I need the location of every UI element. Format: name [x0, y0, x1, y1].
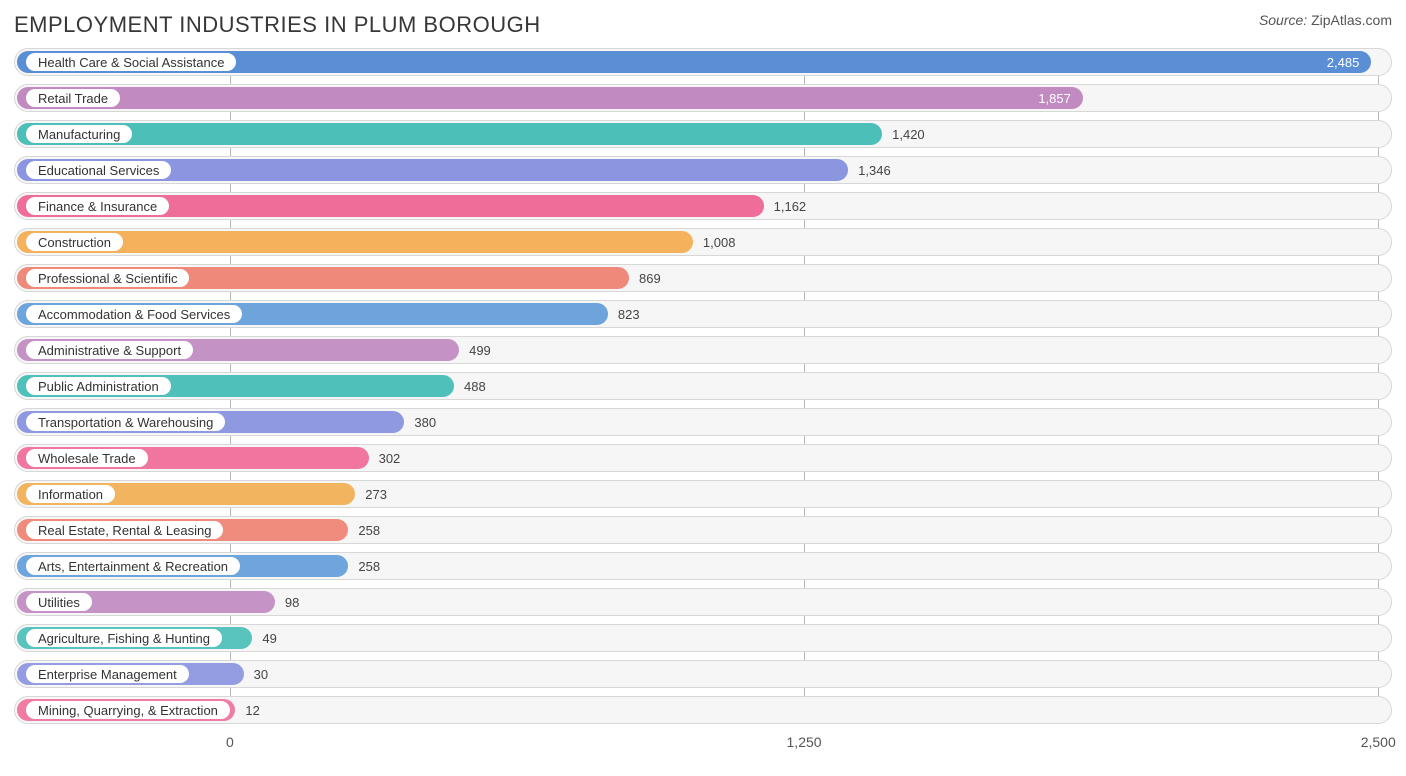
bar-value-label: 1,008: [703, 228, 736, 256]
bar-value-label: 258: [358, 516, 380, 544]
chart-area: Health Care & Social Assistance 2,485 Reta…: [14, 48, 1392, 756]
bar-value-label: 98: [285, 588, 299, 616]
bar-category-label: Wholesale Trade: [26, 449, 148, 467]
bar-value-label: 488: [464, 372, 486, 400]
bar-category-label: Utilities: [26, 593, 92, 611]
bar: [17, 87, 1083, 109]
bar-value-label: 258: [358, 552, 380, 580]
bar-category-label: Arts, Entertainment & Recreation: [26, 557, 240, 575]
bar-row: Health Care & Social Assistance 2,485: [14, 48, 1392, 76]
bar-value-label: 1,346: [858, 156, 891, 184]
bar-category-label: Health Care & Social Assistance: [26, 53, 236, 71]
bar-category-label: Professional & Scientific: [26, 269, 189, 287]
bar-row: Finance & Insurance 1,162: [14, 192, 1392, 220]
bar-category-label: Transportation & Warehousing: [26, 413, 225, 431]
bar-row: Retail Trade 1,857: [14, 84, 1392, 112]
bar-value-label: 380: [414, 408, 436, 436]
chart-source: Source: ZipAtlas.com: [1259, 12, 1392, 28]
bar-row: Professional & Scientific 869: [14, 264, 1392, 292]
chart-plot: Health Care & Social Assistance 2,485 Reta…: [14, 48, 1392, 724]
x-axis: 01,2502,500: [14, 732, 1392, 756]
bar-row: Enterprise Management 30: [14, 660, 1392, 688]
bar-value-label: 49: [262, 624, 276, 652]
chart-title: EMPLOYMENT INDUSTRIES IN PLUM BOROUGH: [14, 12, 541, 38]
bar-category-label: Real Estate, Rental & Leasing: [26, 521, 223, 539]
bar-category-label: Retail Trade: [26, 89, 120, 107]
bar-row: Real Estate, Rental & Leasing 258: [14, 516, 1392, 544]
bar-row: Utilities 98: [14, 588, 1392, 616]
bar-row: Administrative & Support 499: [14, 336, 1392, 364]
bar-value-label: 869: [639, 264, 661, 292]
bar-row: Transportation & Warehousing 380: [14, 408, 1392, 436]
bar-value-label: 12: [245, 696, 259, 724]
bar-value-label: 273: [365, 480, 387, 508]
bar-category-label: Enterprise Management: [26, 665, 189, 683]
bar-category-label: Accommodation & Food Services: [26, 305, 242, 323]
bar-category-label: Information: [26, 485, 115, 503]
bar-category-label: Manufacturing: [26, 125, 132, 143]
bar-value-label: 1,162: [774, 192, 807, 220]
bar-category-label: Construction: [26, 233, 123, 251]
bar-row: Accommodation & Food Services 823: [14, 300, 1392, 328]
bar-category-label: Finance & Insurance: [26, 197, 169, 215]
bar-category-label: Mining, Quarrying, & Extraction: [26, 701, 230, 719]
bar-value-label: 2,485: [1327, 48, 1360, 76]
bar: [17, 123, 882, 145]
x-tick: 0: [226, 734, 234, 750]
bar-row: Manufacturing 1,420: [14, 120, 1392, 148]
bar-value-label: 823: [618, 300, 640, 328]
bar-row: Wholesale Trade 302: [14, 444, 1392, 472]
bar-row: Arts, Entertainment & Recreation 258: [14, 552, 1392, 580]
bar-value-label: 302: [379, 444, 401, 472]
x-tick: 1,250: [787, 734, 822, 750]
x-tick: 2,500: [1361, 734, 1396, 750]
bar-row: Mining, Quarrying, & Extraction 12: [14, 696, 1392, 724]
chart-header: EMPLOYMENT INDUSTRIES IN PLUM BOROUGH So…: [14, 12, 1392, 38]
bar-category-label: Administrative & Support: [26, 341, 193, 359]
bar-value-label: 30: [254, 660, 268, 688]
source-value: ZipAtlas.com: [1311, 12, 1392, 28]
bar-category-label: Educational Services: [26, 161, 171, 179]
bar-row: Public Administration 488: [14, 372, 1392, 400]
bar-value-label: 499: [469, 336, 491, 364]
bar-row: Information 273: [14, 480, 1392, 508]
bar-category-label: Agriculture, Fishing & Hunting: [26, 629, 222, 647]
bar-category-label: Public Administration: [26, 377, 171, 395]
bar-row: Educational Services 1,346: [14, 156, 1392, 184]
source-label: Source:: [1259, 12, 1307, 28]
bar-value-label: 1,420: [892, 120, 925, 148]
bar-row: Agriculture, Fishing & Hunting 49: [14, 624, 1392, 652]
bar-value-label: 1,857: [1038, 84, 1071, 112]
bar-row: Construction 1,008: [14, 228, 1392, 256]
